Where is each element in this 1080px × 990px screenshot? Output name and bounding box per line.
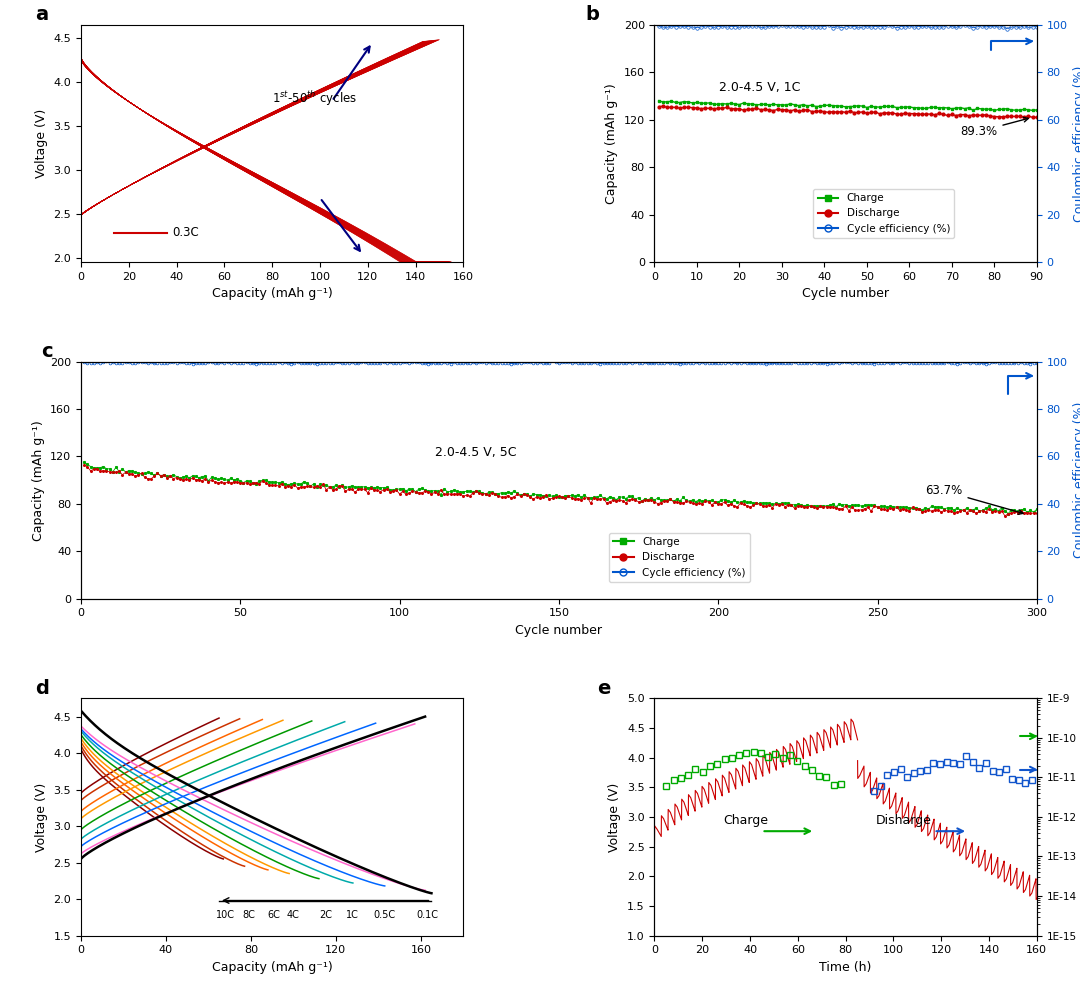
- Text: 10C: 10C: [216, 910, 235, 920]
- Text: 2.0-4.5 V, 1C: 2.0-4.5 V, 1C: [719, 81, 801, 94]
- Y-axis label: Capacity (mAh g⁻¹): Capacity (mAh g⁻¹): [31, 420, 44, 541]
- Line: Cycle efficiency (%): Cycle efficiency (%): [657, 23, 1039, 31]
- Line: Discharge: Discharge: [658, 105, 1038, 119]
- Line: Charge: Charge: [83, 461, 1038, 515]
- Discharge: [1026, 111, 1039, 123]
- Discharge: [880, 505, 893, 517]
- Discharge: [1017, 111, 1030, 123]
- Charge: [1030, 104, 1043, 116]
- Discharge: [998, 510, 1011, 522]
- Y-axis label: Capacity (mAh g⁻¹): Capacity (mAh g⁻¹): [605, 83, 618, 204]
- Text: 2.0-4.5 V, 5C: 2.0-4.5 V, 5C: [434, 446, 516, 459]
- Cycle efficiency (%): [767, 21, 780, 33]
- Charge: [975, 103, 988, 115]
- Line: Discharge: Discharge: [83, 464, 1038, 517]
- Cycle efficiency (%): [980, 21, 993, 33]
- Text: c: c: [41, 342, 53, 360]
- Y-axis label: Voltage (V): Voltage (V): [35, 782, 48, 851]
- Text: 4C: 4C: [287, 910, 300, 920]
- Legend: Charge, Discharge, Cycle efficiency (%): Charge, Discharge, Cycle efficiency (%): [609, 533, 750, 582]
- Discharge: [920, 108, 933, 120]
- Text: e: e: [597, 678, 610, 698]
- Text: 8C: 8C: [242, 910, 255, 920]
- Cycle efficiency (%): [652, 21, 665, 33]
- Text: 0.3C: 0.3C: [172, 227, 199, 240]
- Text: 89.3%: 89.3%: [960, 117, 1028, 138]
- Cycle efficiency (%): [78, 356, 91, 368]
- Cycle efficiency (%): [1030, 356, 1043, 368]
- X-axis label: Capacity (mAh g⁻¹): Capacity (mAh g⁻¹): [212, 287, 333, 300]
- Cycle efficiency (%): [1022, 22, 1035, 34]
- Charge: [645, 492, 658, 504]
- Cycle efficiency (%): [887, 357, 900, 369]
- Charge: [880, 501, 893, 513]
- Discharge: [1030, 111, 1043, 123]
- Line: Cycle efficiency (%): Cycle efficiency (%): [83, 358, 1038, 365]
- Cycle efficiency (%): [759, 358, 772, 370]
- Y-axis label: Coulombic efficiency (%): Coulombic efficiency (%): [1074, 65, 1080, 222]
- Cycle efficiency (%): [775, 19, 788, 31]
- Charge: [81, 458, 94, 470]
- Discharge: [657, 100, 670, 112]
- Discharge: [771, 103, 784, 115]
- X-axis label: Capacity (mAh g⁻¹): Capacity (mAh g⁻¹): [212, 961, 333, 974]
- X-axis label: Cycle number: Cycle number: [802, 287, 889, 300]
- Charge: [941, 502, 954, 514]
- Text: Disharge: Disharge: [876, 814, 932, 827]
- Text: d: d: [36, 678, 49, 698]
- X-axis label: Cycle number: Cycle number: [515, 624, 603, 637]
- Discharge: [941, 505, 954, 517]
- Charge: [652, 95, 665, 107]
- Y-axis label: Voltage (V): Voltage (V): [35, 109, 48, 178]
- Discharge: [707, 103, 720, 115]
- Discharge: [971, 110, 984, 122]
- Cycle efficiency (%): [81, 357, 94, 369]
- Text: 0.1C: 0.1C: [416, 910, 438, 920]
- Cycle efficiency (%): [703, 21, 716, 33]
- Cycle efficiency (%): [1030, 21, 1043, 33]
- Cycle efficiency (%): [664, 357, 677, 369]
- Discharge: [652, 101, 665, 113]
- Text: 6C: 6C: [268, 910, 281, 920]
- Discharge: [81, 461, 94, 473]
- Text: 0.5C: 0.5C: [374, 910, 395, 920]
- Y-axis label: Coulombic efficiency (%): Coulombic efficiency (%): [1074, 402, 1080, 558]
- Charge: [916, 102, 929, 114]
- Charge: [767, 98, 780, 110]
- Charge: [1017, 103, 1030, 115]
- Y-axis label: Voltage (V): Voltage (V): [608, 782, 621, 851]
- X-axis label: Time (h): Time (h): [820, 961, 872, 974]
- Text: Charge: Charge: [724, 814, 768, 827]
- Discharge: [1030, 508, 1043, 520]
- Cycle efficiency (%): [546, 353, 559, 365]
- Legend: Charge, Discharge, Cycle efficiency (%): Charge, Discharge, Cycle efficiency (%): [813, 189, 955, 238]
- Text: 2C: 2C: [319, 910, 332, 920]
- Charge: [1001, 508, 1014, 520]
- Charge: [988, 105, 1001, 117]
- Charge: [1030, 503, 1043, 515]
- Line: Charge: Charge: [658, 99, 1038, 112]
- Discharge: [78, 458, 91, 470]
- Cycle efficiency (%): [971, 21, 984, 33]
- Discharge: [645, 494, 658, 506]
- Discharge: [661, 495, 674, 507]
- Text: b: b: [585, 5, 599, 24]
- Text: 1C: 1C: [347, 910, 360, 920]
- Cycle efficiency (%): [920, 20, 933, 32]
- Text: 1$^{st}$-50$^{th}$ cycles: 1$^{st}$-50$^{th}$ cycles: [272, 89, 357, 108]
- Cycle efficiency (%): [645, 357, 658, 369]
- Text: a: a: [36, 5, 49, 24]
- Discharge: [642, 494, 654, 506]
- Charge: [703, 97, 716, 109]
- Charge: [967, 104, 980, 116]
- Text: 63.7%: 63.7%: [926, 484, 1023, 515]
- Cycle efficiency (%): [947, 356, 960, 368]
- Charge: [78, 456, 91, 468]
- Charge: [642, 494, 654, 506]
- Charge: [661, 494, 674, 506]
- Cycle efficiency (%): [648, 357, 661, 369]
- Cycle efficiency (%): [1000, 23, 1013, 35]
- Discharge: [980, 109, 993, 121]
